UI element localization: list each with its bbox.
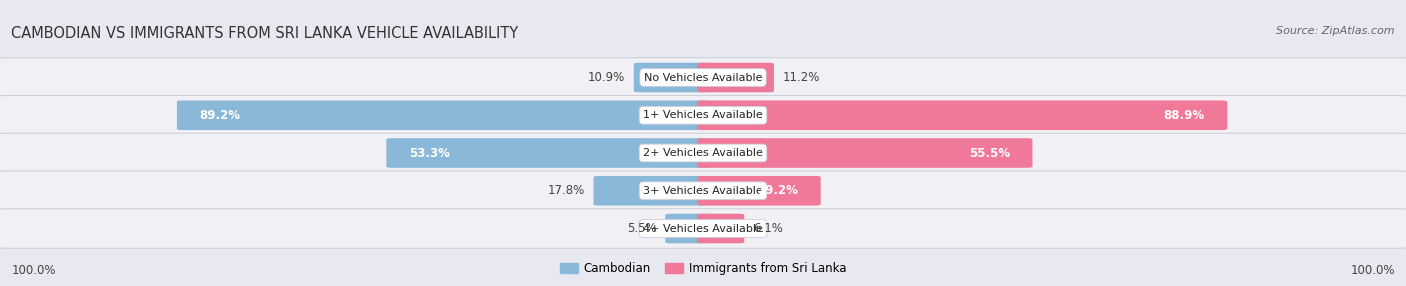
Text: 89.2%: 89.2% (200, 109, 240, 122)
Text: 19.2%: 19.2% (758, 184, 799, 197)
Text: No Vehicles Available: No Vehicles Available (644, 73, 762, 82)
FancyBboxPatch shape (665, 214, 709, 243)
FancyBboxPatch shape (0, 209, 1406, 248)
Text: 17.8%: 17.8% (548, 184, 585, 197)
FancyBboxPatch shape (387, 138, 709, 168)
Text: 2+ Vehicles Available: 2+ Vehicles Available (643, 148, 763, 158)
Text: 55.5%: 55.5% (969, 146, 1010, 160)
Text: 6.1%: 6.1% (752, 222, 783, 235)
FancyBboxPatch shape (177, 100, 709, 130)
FancyBboxPatch shape (0, 96, 1406, 135)
Text: CAMBODIAN VS IMMIGRANTS FROM SRI LANKA VEHICLE AVAILABILITY: CAMBODIAN VS IMMIGRANTS FROM SRI LANKA V… (11, 26, 519, 41)
FancyBboxPatch shape (697, 138, 1032, 168)
Legend: Cambodian, Immigrants from Sri Lanka: Cambodian, Immigrants from Sri Lanka (555, 258, 851, 280)
Text: 88.9%: 88.9% (1164, 109, 1205, 122)
FancyBboxPatch shape (0, 58, 1406, 97)
Text: 100.0%: 100.0% (11, 264, 56, 277)
Text: Source: ZipAtlas.com: Source: ZipAtlas.com (1277, 26, 1395, 36)
Text: 100.0%: 100.0% (1350, 264, 1395, 277)
Text: 1+ Vehicles Available: 1+ Vehicles Available (643, 110, 763, 120)
Text: 4+ Vehicles Available: 4+ Vehicles Available (643, 224, 763, 233)
Text: 5.5%: 5.5% (627, 222, 657, 235)
FancyBboxPatch shape (593, 176, 709, 206)
Text: 53.3%: 53.3% (409, 146, 450, 160)
Text: 11.2%: 11.2% (782, 71, 820, 84)
FancyBboxPatch shape (634, 63, 709, 92)
FancyBboxPatch shape (697, 214, 744, 243)
FancyBboxPatch shape (697, 63, 773, 92)
FancyBboxPatch shape (0, 171, 1406, 210)
FancyBboxPatch shape (697, 176, 821, 206)
Text: 10.9%: 10.9% (588, 71, 626, 84)
FancyBboxPatch shape (0, 133, 1406, 173)
Text: 3+ Vehicles Available: 3+ Vehicles Available (643, 186, 763, 196)
FancyBboxPatch shape (697, 100, 1227, 130)
